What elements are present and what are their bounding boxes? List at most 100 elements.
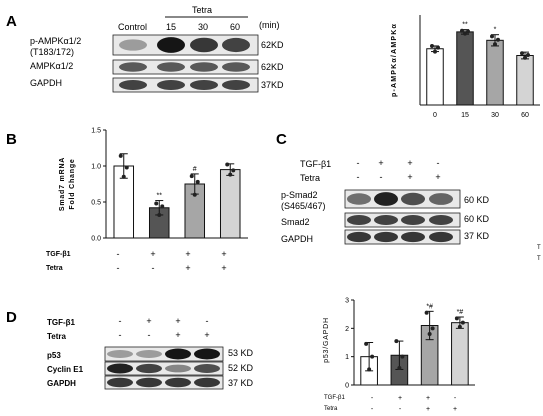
chart-b: Smad7 mRNA Fold Change 0.0 0.5 1.0 1.5 ** # [59, 128, 248, 243]
chart-b-bar-4 [219, 169, 241, 239]
chart-d-significance-3: *# [426, 303, 433, 310]
chart-b-point-3-1 [189, 174, 194, 179]
blot-d-sign-r1-c3: + [175, 316, 180, 326]
panel-letter-a: A [6, 13, 17, 30]
blot-a-band-r1-l3 [190, 37, 218, 53]
tetra-group-label: Tetra [192, 5, 212, 15]
blot-a-band-r1-l1 [119, 39, 147, 51]
chart-b-sign-r2-c3: + [185, 263, 190, 273]
blot-c-sign-r1-c4: - [437, 158, 440, 168]
blot-a-row-label-pampk-site: (T183/172) [30, 47, 74, 57]
chart-d-treatment-table: - + + - - - + + [371, 395, 457, 413]
blot-d-sign-r2-c3: + [175, 330, 180, 340]
chart-b-point-3-3 [195, 179, 200, 184]
blot-c-band-r2-l3 [401, 215, 425, 225]
chart-b-ytick-label-1: 0.5 [91, 200, 101, 207]
chart-a-bar-4 [516, 55, 534, 106]
blot-d-band-r2-l1 [107, 363, 133, 374]
blot-c-band-r2-l2 [374, 215, 398, 225]
blot-d-sign-r2-c4: + [204, 330, 209, 340]
lane-label-15: 15 [166, 22, 176, 32]
blot-d-sign-r1-c2: + [146, 316, 151, 326]
chart-a-point-4-1 [520, 51, 524, 56]
blot-c-band-r1-l4 [429, 193, 453, 205]
chart-d-ytick-label-0: 0 [345, 383, 349, 390]
blot-d-band-r2-l4 [194, 364, 220, 373]
blot-d-sign-r1-c4: - [206, 316, 209, 326]
blot-a-band-r3-l3 [190, 80, 218, 90]
blot-d-size-p53: 53 KD [228, 348, 254, 358]
chart-a-point-1-2 [433, 49, 437, 54]
blot-a-row-label-pampk: p-AMPKα1/2 [30, 36, 81, 46]
blot-a-strip-pampk [112, 34, 259, 56]
blot-a-band-r3-l2 [157, 80, 185, 90]
blot-c-band-r2-l1 [347, 215, 371, 225]
blot-a-band-r3-l1 [119, 80, 147, 90]
blot-d-band-r3-l3 [165, 377, 191, 388]
blot-c-sign-r1-c3: + [407, 158, 412, 168]
chart-a-bar-2 [456, 31, 474, 106]
chart-b-significance-2: ** [157, 193, 163, 200]
chart-a-y-label: p-AMPKα/AMPKα [391, 23, 398, 97]
blot-d-sign-r2-c1: - [119, 330, 122, 340]
blot-a-row-label-ampk: AMPKα1/2 [30, 61, 73, 71]
chart-d-ytick-label-3: 3 [345, 298, 349, 305]
chart-a-point-1-3 [436, 45, 440, 50]
chart-d-point-1-1 [364, 341, 369, 346]
chart-d-point-4-3 [460, 320, 465, 325]
blot-c-sign-r1-c1: - [357, 158, 360, 168]
chart-a-point-3-1 [490, 34, 494, 39]
blot-d-band-r2-l3 [165, 364, 191, 373]
blot-a-strip-gapdh [112, 77, 259, 93]
edge-fragment-1: T [537, 245, 541, 251]
chart-a-point-3-2 [493, 42, 497, 47]
chart-b-point-1-1 [118, 153, 123, 158]
chart-d-sign-r1-c2: + [398, 395, 402, 402]
chart-d-treatment-label-tetra: Tetra [324, 406, 338, 412]
blot-c [344, 189, 461, 245]
blot-c-size-gapdh: 37 KD [464, 231, 490, 241]
blot-d-row-label-p53: p53 [47, 351, 61, 360]
chart-d-sign-r1-c4: - [454, 395, 457, 402]
chart-b-point-1-2 [121, 174, 126, 179]
blot-c-band-r1-l3 [401, 192, 425, 206]
chart-a-point-3-3 [496, 37, 500, 42]
lane-label-30: 30 [198, 22, 208, 32]
blot-a-band-r1-l2 [157, 37, 185, 53]
chart-b-treatment-table: - + + + - - + + [117, 249, 227, 273]
blot-a-size-pampk: 62KD [261, 40, 284, 50]
blot-c-band-r1-l1 [347, 193, 371, 205]
chart-b-point-2-1 [154, 201, 159, 206]
blot-d-band-r1-l2 [136, 350, 162, 358]
chart-a-point-1-1 [430, 43, 434, 48]
lane-label-control: Control [118, 22, 147, 32]
chart-a-point-2-3 [466, 29, 470, 34]
chart-b-sign-r1-c3: + [185, 249, 190, 259]
blot-a-band-r2-l3 [190, 62, 218, 72]
chart-d-sign-r1-c3: + [426, 395, 430, 402]
chart-b-y-label-line1: Smad7 mRNA [59, 157, 66, 211]
chart-d-y-label: p53/GAPDH [323, 317, 330, 363]
blot-a [112, 34, 259, 93]
chart-b-point-3-2 [192, 192, 197, 197]
blot-d-size-cyclin-e1: 52 KD [228, 363, 254, 373]
chart-b-sign-r2-c4: + [221, 263, 226, 273]
chart-d-bar-4 [451, 322, 469, 386]
chart-d-point-3-1 [424, 310, 429, 315]
blot-d-treatment-label-tetra: Tetra [47, 332, 67, 341]
chart-b-sign-r1-c2: + [150, 249, 155, 259]
panel-letter-c: C [276, 131, 287, 148]
blot-c-band-r2-l4 [429, 215, 453, 225]
chart-b-ytick-label-0: 0.0 [91, 236, 101, 243]
blot-a-size-gapdh: 37KD [261, 80, 284, 90]
blot-d-sign-r2-c2: - [148, 330, 151, 340]
blot-a-strip-ampk [112, 59, 259, 75]
blot-a-band-r2-l2 [157, 62, 185, 72]
chart-d-ytick-label-2: 2 [345, 326, 349, 333]
chart-d-point-3-3 [430, 326, 435, 331]
lane-label-60: 60 [230, 22, 240, 32]
blot-c-size-psmad2: 60 KD [464, 195, 490, 205]
chart-a-point-2-2 [463, 31, 467, 36]
chart-a-xtick-label-2: 15 [461, 112, 469, 119]
